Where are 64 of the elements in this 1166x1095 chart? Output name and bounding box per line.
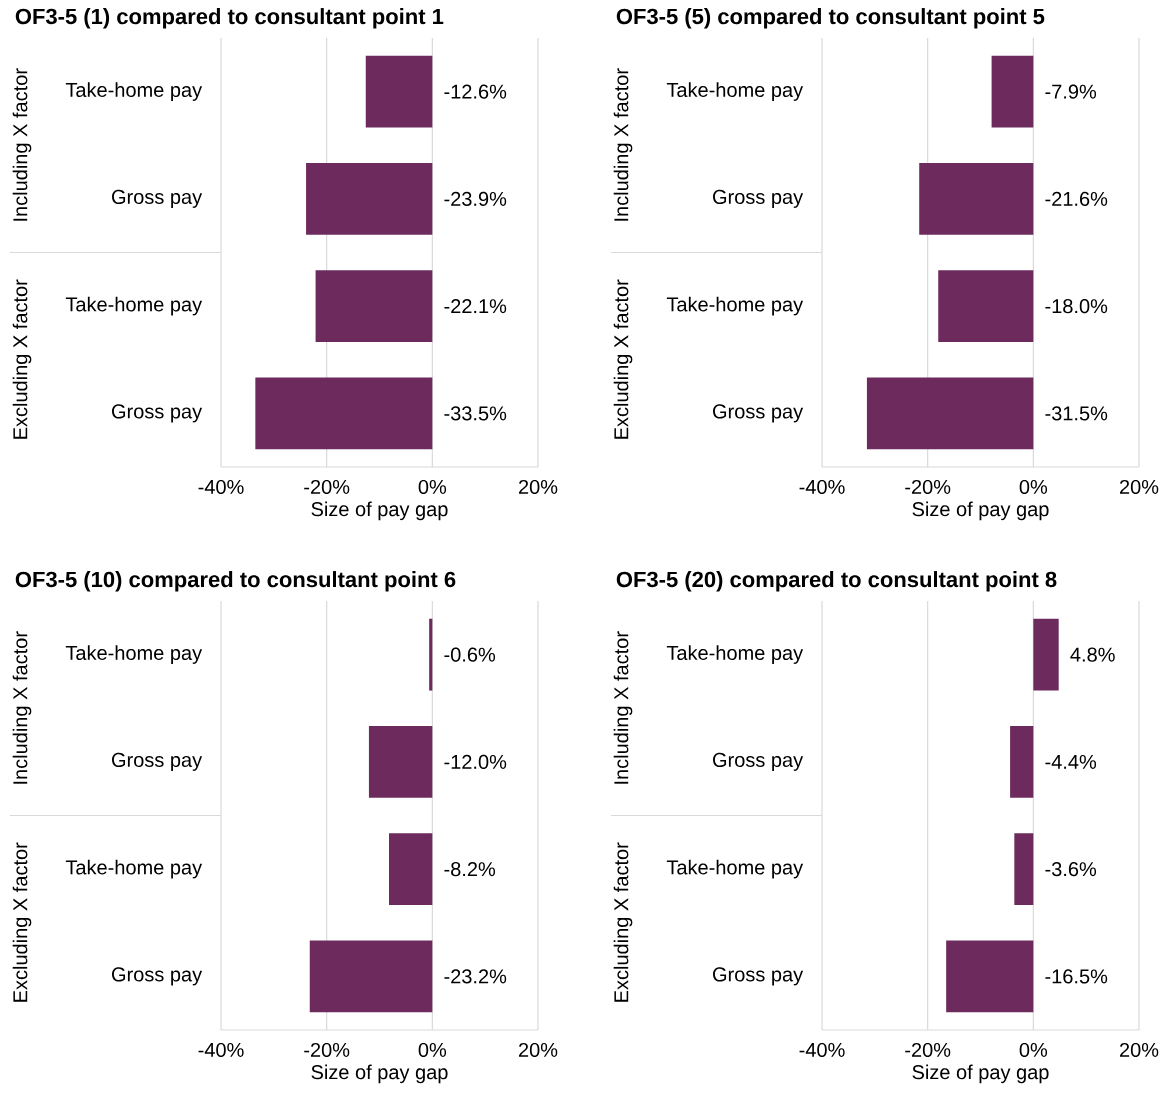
x-axis-title: Size of pay gap bbox=[311, 1064, 448, 1084]
y-tick-label: Take-home pay bbox=[65, 82, 203, 101]
y-tick-label: Take-home pay bbox=[666, 82, 804, 101]
data-label: -23.9% bbox=[444, 191, 507, 206]
x-tick-label: -20% bbox=[905, 479, 951, 495]
x-tick-label: -40% bbox=[198, 1042, 244, 1058]
text: Excluding X factor bbox=[613, 279, 633, 439]
chart-title: OF3-5 (1) compared to consultant point 1 bbox=[15, 8, 444, 29]
data-label: -8.2% bbox=[444, 862, 496, 877]
x-tick-label: 20% bbox=[518, 1042, 558, 1058]
chart-title: OF3-5 (10) compared to consultant point 6 bbox=[15, 571, 456, 592]
y-tick-label: Take-home pay bbox=[666, 645, 804, 664]
y-tick-label: Take-home pay bbox=[666, 296, 804, 316]
text: Excluding X factor bbox=[12, 279, 32, 439]
data-label: -33.5% bbox=[444, 406, 507, 421]
data-label: -12.0% bbox=[444, 754, 507, 769]
y-tick-label: Gross pay bbox=[112, 189, 203, 208]
x-axis-title: Size of pay gap bbox=[912, 501, 1049, 521]
text: Excluding X factor bbox=[613, 842, 633, 1002]
x-axis-title: Size of pay gap bbox=[912, 1064, 1049, 1084]
x-tick-label: 0% bbox=[1019, 479, 1048, 495]
x-tick-label: 20% bbox=[518, 479, 558, 495]
data-label: -18.0% bbox=[1045, 299, 1108, 314]
data-label: -3.6% bbox=[1045, 862, 1097, 877]
data-label: -0.6% bbox=[444, 647, 496, 662]
x-tick-label: -20% bbox=[304, 479, 350, 495]
text: Including X factor bbox=[613, 68, 633, 221]
y-tick-label: Gross pay bbox=[713, 752, 804, 771]
x-tick-label: 20% bbox=[1119, 479, 1159, 495]
x-tick-label: 0% bbox=[418, 1042, 447, 1058]
data-label: -23.2% bbox=[444, 969, 507, 984]
y-tick-label: Gross pay bbox=[713, 189, 804, 208]
text: Including X factor bbox=[12, 631, 32, 784]
data-label: -21.6% bbox=[1045, 191, 1108, 206]
x-tick-label: -40% bbox=[799, 1042, 845, 1058]
y-tick-label: Take-home pay bbox=[666, 859, 804, 879]
chart-title: OF3-5 (5) compared to consultant point 5 bbox=[616, 8, 1045, 29]
text: Excluding X factor bbox=[12, 842, 32, 1002]
y-tick-label: Take-home pay bbox=[65, 296, 203, 316]
data-label: -7.9% bbox=[1045, 84, 1097, 99]
data-label: -22.1% bbox=[444, 299, 507, 314]
data-label: -4.4% bbox=[1045, 754, 1097, 769]
y-tick-label: Gross pay bbox=[112, 404, 203, 423]
text: Including X factor bbox=[12, 68, 32, 221]
text: Including X factor bbox=[613, 631, 633, 784]
x-tick-label: 0% bbox=[1019, 1042, 1048, 1058]
data-label: -16.5% bbox=[1045, 969, 1108, 984]
y-tick-label: Gross pay bbox=[713, 967, 804, 986]
x-tick-label: -20% bbox=[304, 1042, 350, 1058]
x-axis-title: Size of pay gap bbox=[311, 501, 448, 521]
data-label: -31.5% bbox=[1045, 406, 1108, 421]
x-tick-label: 0% bbox=[418, 479, 447, 495]
y-tick-label: Gross pay bbox=[112, 752, 203, 771]
x-tick-label: 20% bbox=[1119, 1042, 1159, 1058]
data-label: 4.8% bbox=[1070, 647, 1115, 662]
y-tick-label: Take-home pay bbox=[65, 645, 203, 664]
data-label: -12.6% bbox=[444, 84, 507, 99]
y-tick-label: Gross pay bbox=[112, 967, 203, 986]
chart-title: OF3-5 (20) compared to consultant point 8 bbox=[616, 571, 1057, 592]
x-tick-label: -40% bbox=[198, 479, 244, 495]
y-tick-label: Take-home pay bbox=[65, 859, 203, 879]
y-tick-label: Gross pay bbox=[713, 404, 804, 423]
x-tick-label: -40% bbox=[799, 479, 845, 495]
x-tick-label: -20% bbox=[905, 1042, 951, 1058]
